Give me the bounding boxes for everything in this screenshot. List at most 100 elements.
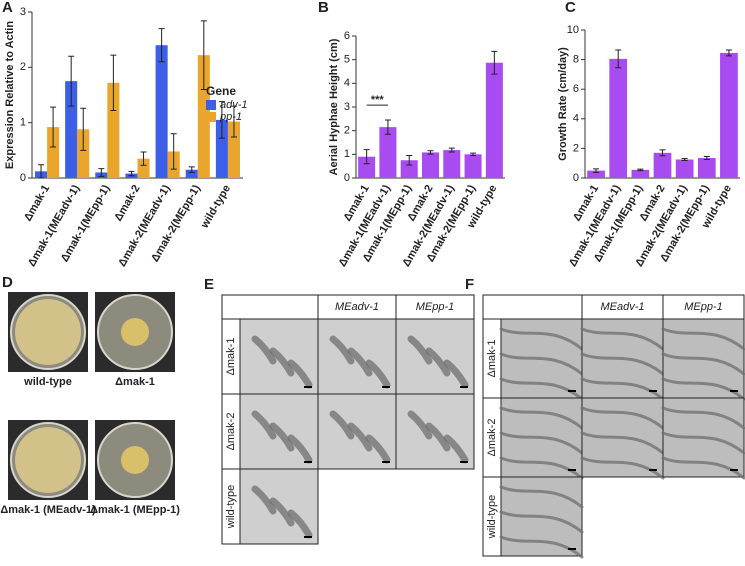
error-bar: [98, 168, 105, 177]
bar: [485, 62, 503, 178]
legend-swatch: [206, 100, 216, 110]
y-tick-label: 2: [573, 142, 579, 154]
cell-shape: [499, 535, 584, 559]
error-bar: [725, 49, 732, 57]
bar: [185, 169, 198, 178]
row-label: wild-type: [225, 485, 237, 529]
plate-label: Δmak-1 (MEadv-1): [0, 504, 96, 516]
error-bar: [68, 55, 75, 107]
bar: [197, 55, 210, 178]
cell-shape: [580, 406, 665, 430]
cell-shape: [425, 422, 451, 452]
cell-shape: [329, 335, 355, 365]
bar: [65, 81, 78, 178]
error-bar: [188, 166, 195, 173]
cell-shape: [407, 410, 433, 440]
cell-shape: [580, 327, 665, 351]
cell-shape: [407, 335, 433, 365]
bar: [653, 152, 672, 178]
bar: [77, 129, 90, 178]
error-bar: [703, 156, 710, 160]
row-label: Δmak-1: [225, 338, 237, 376]
cell-shape: [661, 406, 745, 430]
colony: [15, 299, 81, 365]
cell-shape: [499, 431, 584, 455]
cell-shape: [365, 359, 391, 389]
cell-shape: [251, 335, 277, 365]
bar: [47, 127, 60, 178]
cell-shape: [661, 431, 745, 455]
bar: [464, 154, 482, 178]
error-bar: [491, 50, 498, 75]
cell-shape: [347, 422, 373, 452]
legend-title: Gene: [206, 84, 236, 98]
cell-shape: [499, 485, 584, 509]
y-tick-label: 0: [573, 172, 579, 184]
cell-shape: [287, 359, 313, 389]
cell-shape: [251, 410, 277, 440]
bar: [379, 127, 397, 178]
cell-shape: [499, 406, 584, 430]
plate-label: wild-type: [23, 376, 72, 388]
error-bar: [427, 150, 434, 155]
bar: [400, 160, 418, 178]
bar: [443, 150, 461, 178]
cell-shape: [269, 422, 295, 452]
error-bar: [470, 152, 477, 157]
y-axis-label: Growth Rate (cm/day): [557, 47, 569, 161]
cell-shape: [499, 327, 584, 351]
panel-letter: C: [565, 0, 576, 16]
column-header: MEpp-1: [684, 301, 723, 313]
y-tick-label: 10: [567, 24, 579, 36]
panel-letter: D: [2, 274, 13, 291]
y-tick-label: 1: [20, 117, 26, 129]
bar: [421, 152, 440, 178]
cell-shape: [661, 352, 745, 376]
cell-shape: [499, 456, 584, 480]
error-bar: [363, 149, 370, 165]
cell-shape: [347, 347, 373, 377]
colony: [121, 446, 149, 474]
column-header: MEadv-1: [335, 301, 379, 313]
y-tick-label: 3: [20, 6, 26, 18]
error-bar: [593, 168, 600, 173]
y-tick-label: 8: [573, 54, 579, 66]
y-tick-label: 1: [344, 148, 350, 160]
error-bar: [637, 168, 644, 172]
cell-shape: [269, 347, 295, 377]
y-tick-label: 2: [344, 125, 350, 137]
cell-shape: [580, 431, 665, 455]
bar: [227, 121, 240, 178]
error-bar: [38, 164, 45, 179]
cell-shape: [661, 377, 745, 401]
error-bar: [80, 107, 87, 151]
bar: [675, 159, 694, 178]
cell-shape: [580, 352, 665, 376]
bar: [107, 82, 120, 178]
row-label: wild-type: [486, 495, 498, 539]
row-label: Δmak-1: [486, 340, 498, 378]
x-tick-label: Δmak-2: [112, 183, 142, 223]
error-bar: [50, 106, 57, 148]
cell-shape: [269, 497, 295, 527]
y-tick-label: 5: [344, 54, 350, 66]
column-header: MEadv-1: [600, 301, 644, 313]
cell-shape: [287, 509, 313, 539]
bar: [697, 158, 716, 178]
bar: [358, 156, 376, 178]
bar: [215, 119, 228, 178]
significance-label: ***: [371, 94, 385, 106]
row-label: Δmak-2: [486, 419, 498, 457]
error-bar: [110, 54, 117, 111]
legend-label: pp-1: [219, 111, 242, 123]
error-bar: [448, 147, 455, 153]
y-tick-label: 2: [20, 61, 26, 73]
y-tick-label: 3: [344, 101, 350, 113]
bar: [631, 169, 650, 178]
y-tick-label: 0: [20, 172, 26, 184]
cell-shape: [251, 485, 277, 515]
cell-shape: [580, 456, 665, 480]
cell-shape: [661, 456, 745, 480]
y-axis-label: Expression Relative to Actin: [4, 21, 16, 169]
